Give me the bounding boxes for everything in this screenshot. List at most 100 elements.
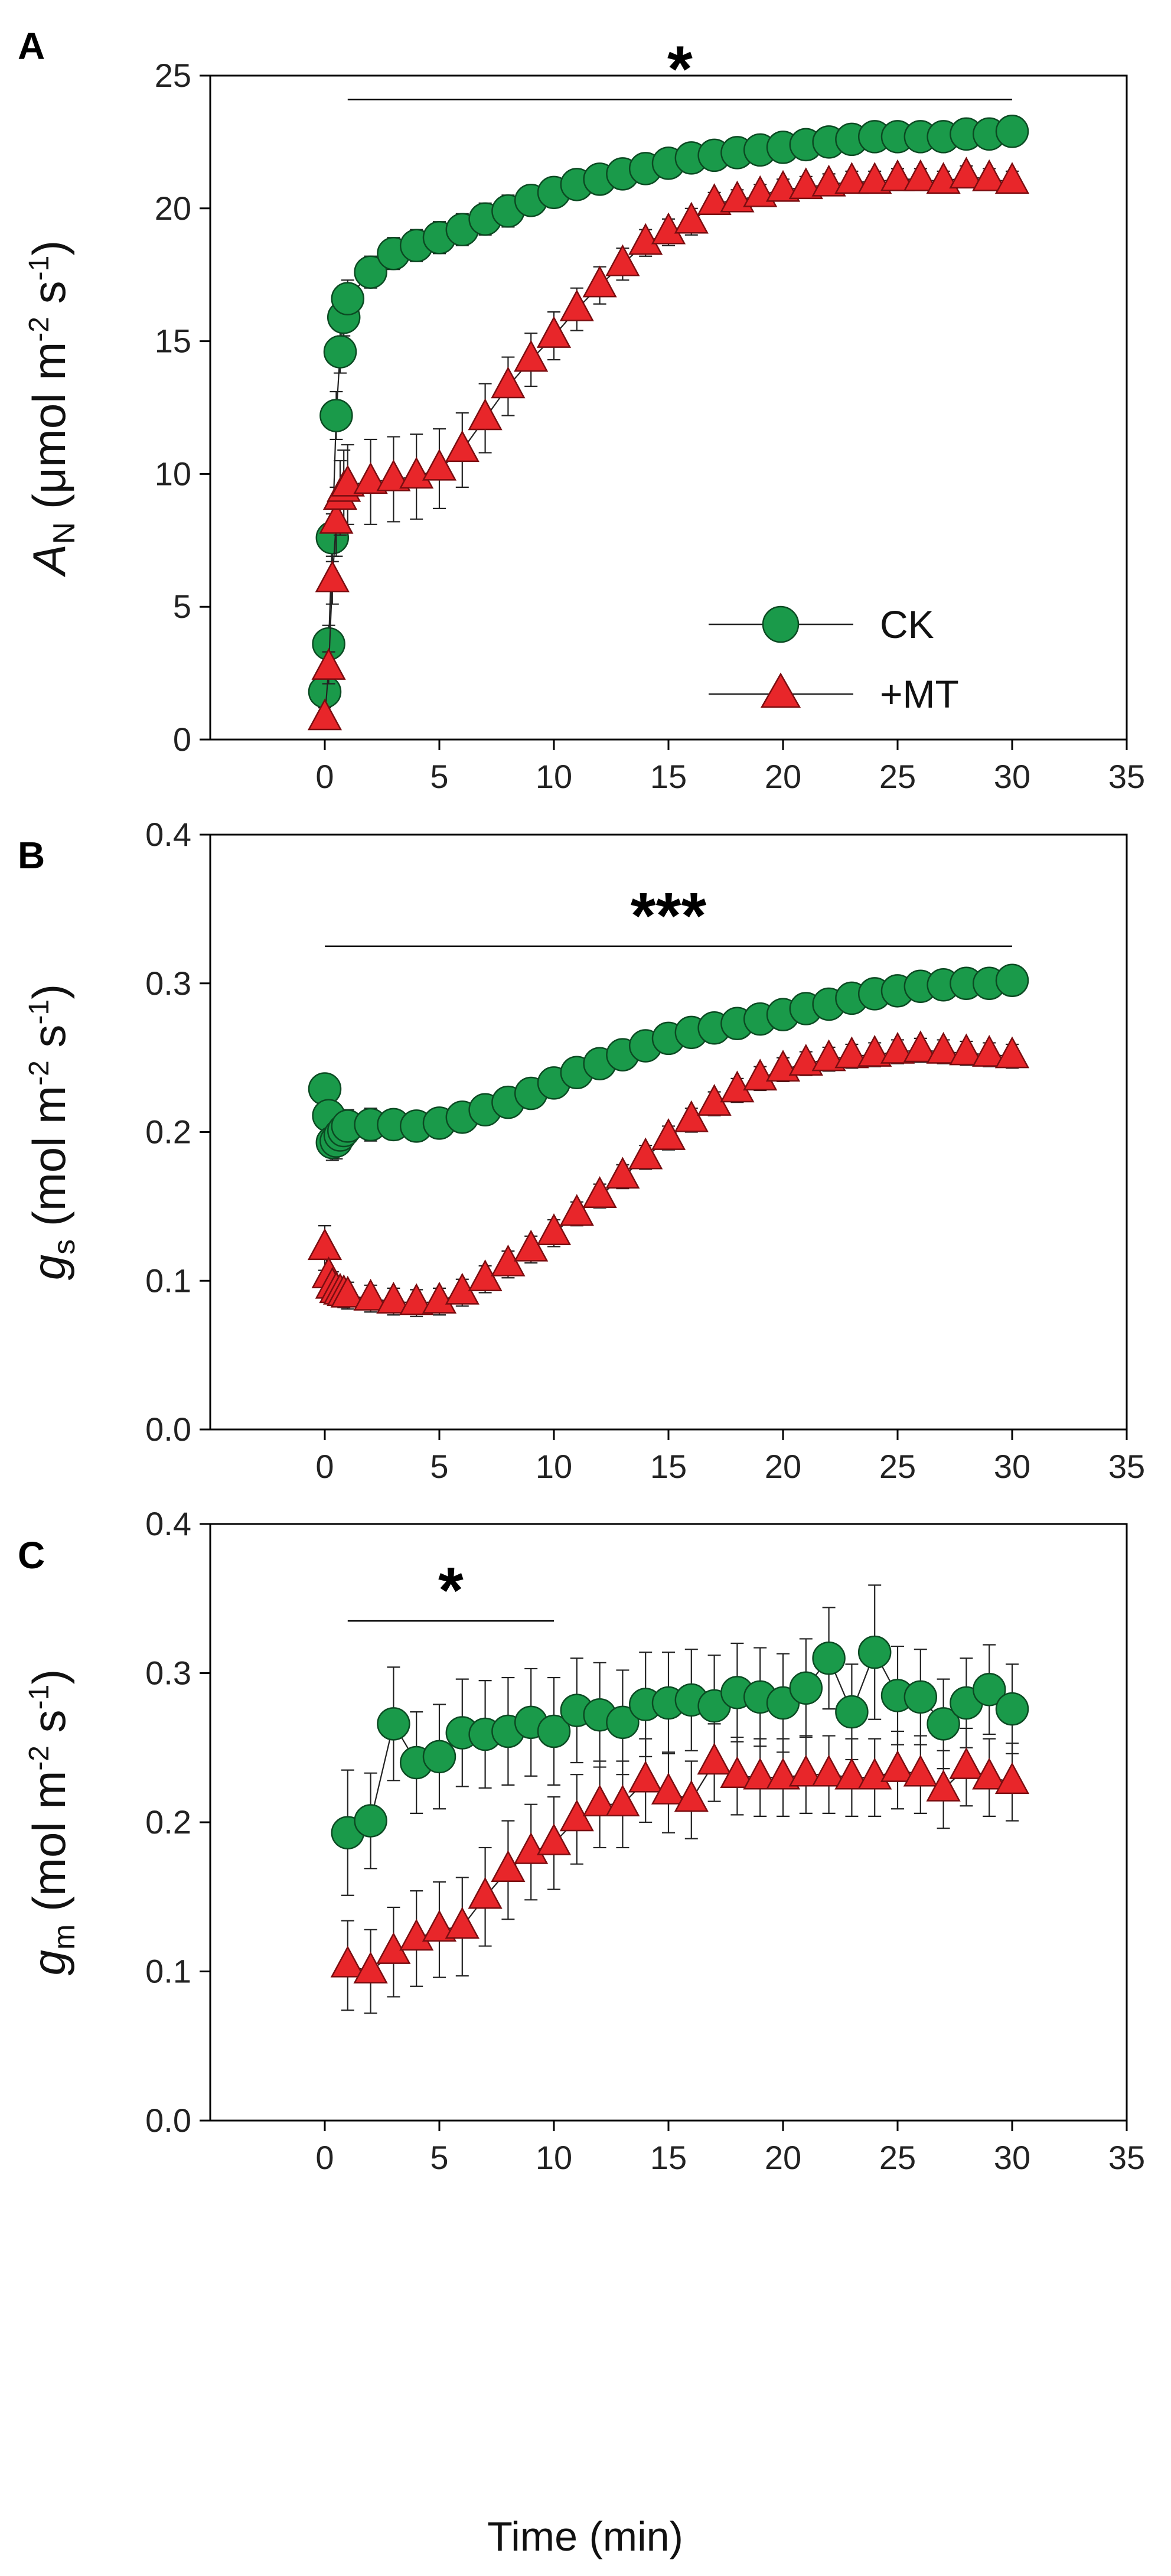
data-point xyxy=(697,183,732,216)
data-point xyxy=(354,1804,387,1838)
data-point xyxy=(536,1213,572,1245)
y-tick-label: 25 xyxy=(155,57,191,94)
data-point xyxy=(834,1036,869,1069)
x-tick-label: 15 xyxy=(650,758,687,795)
data-point xyxy=(605,1784,640,1816)
data-point xyxy=(972,1673,1006,1707)
data-point xyxy=(949,1747,984,1779)
x-tick-label: 30 xyxy=(994,758,1030,795)
data-point xyxy=(812,1642,846,1675)
data-point xyxy=(765,1757,801,1790)
data-point xyxy=(536,1823,572,1855)
x-tick-label: 15 xyxy=(650,2139,687,2176)
data-point xyxy=(319,399,353,432)
panel-letter-a: A xyxy=(18,25,45,67)
x-axis-title: Time (min) xyxy=(487,2513,683,2559)
y-tick-label: 0.4 xyxy=(145,1505,191,1542)
data-point xyxy=(514,1832,549,1864)
data-point xyxy=(331,282,365,315)
x-tick-label: 5 xyxy=(430,758,448,795)
data-point xyxy=(559,1194,594,1226)
x-tick-label: 0 xyxy=(315,2139,334,2176)
data-point xyxy=(606,1705,640,1740)
data-point xyxy=(354,255,387,289)
y-tick-label: 0.3 xyxy=(145,965,191,1002)
panel-letter-b: B xyxy=(18,834,45,877)
x-tick-label: 5 xyxy=(430,2139,448,2176)
series-ck xyxy=(331,1584,1029,1896)
data-point xyxy=(651,1118,686,1150)
y-axis-title: gs (mol m-2 s-1) xyxy=(23,984,81,1280)
data-point xyxy=(972,1757,1007,1790)
data-point xyxy=(605,244,640,276)
legend-label-ck: CK xyxy=(880,603,934,646)
data-point xyxy=(353,462,388,494)
x-tick-label: 25 xyxy=(879,2139,916,2176)
x-tick-label: 30 xyxy=(994,1448,1030,1485)
y-axis-title: AN (μmol m-2 s-1) xyxy=(23,240,81,578)
y-tick-label: 0.2 xyxy=(145,1113,191,1151)
series-mt xyxy=(307,1030,1030,1317)
data-point xyxy=(651,1772,686,1805)
data-point xyxy=(880,1750,915,1782)
panel-b: B 0.0 0.1 0.2 0.3 0.4 0 5 10 15 20 25 30 35 gs (mol m-… xyxy=(18,816,1145,1485)
data-point xyxy=(559,289,594,321)
y-axis-title: gm (mol m-2 s-1) xyxy=(23,1669,81,1976)
x-tick-label: 15 xyxy=(650,1448,687,1485)
data-point xyxy=(811,1754,846,1787)
data-point xyxy=(468,398,503,431)
data-point xyxy=(319,501,354,534)
data-point xyxy=(628,1760,663,1793)
data-point xyxy=(903,1680,938,1714)
data-point xyxy=(903,159,938,191)
x-tick-label: 10 xyxy=(536,1448,572,1485)
x-tick-label: 0 xyxy=(315,758,334,795)
data-point xyxy=(834,1757,869,1790)
data-point xyxy=(995,115,1029,148)
data-point xyxy=(834,162,869,194)
data-point xyxy=(903,1030,938,1063)
data-point xyxy=(811,164,846,197)
x-tick-label: 25 xyxy=(879,1448,916,1485)
x-tick-label: 0 xyxy=(315,1448,334,1485)
y-tick-label: 15 xyxy=(155,323,191,360)
data-point xyxy=(582,265,617,298)
x-tick-label: 20 xyxy=(765,758,801,795)
y-tick-label: 0 xyxy=(173,721,191,758)
data-point xyxy=(536,315,572,348)
data-point xyxy=(697,1743,732,1775)
data-point xyxy=(765,170,801,202)
data-point xyxy=(307,1228,343,1261)
significance-label: * xyxy=(667,32,693,105)
data-point xyxy=(376,459,411,491)
y-tick-label: 0.1 xyxy=(145,1953,191,1990)
data-point xyxy=(445,1907,480,1939)
y-tick-label: 20 xyxy=(155,190,191,227)
data-point xyxy=(927,1707,960,1741)
data-point xyxy=(880,159,915,191)
data-point xyxy=(995,963,1029,997)
data-point xyxy=(399,1919,434,1951)
data-point xyxy=(949,1033,984,1066)
legend-label-mt: +MT xyxy=(880,672,959,716)
data-point xyxy=(582,1176,617,1209)
y-tick-label: 0.0 xyxy=(145,2102,191,2139)
data-point xyxy=(835,1695,869,1729)
significance-label: * xyxy=(438,1554,464,1627)
data-point xyxy=(514,1229,549,1262)
data-point xyxy=(789,1671,823,1705)
data-point xyxy=(926,1031,961,1064)
data-point xyxy=(422,1740,456,1774)
x-tick-label: 25 xyxy=(879,758,916,795)
data-point xyxy=(994,162,1030,194)
data-point xyxy=(972,1034,1007,1067)
data-point xyxy=(949,157,984,189)
data-point xyxy=(720,1756,755,1788)
x-tick-label: 30 xyxy=(994,2139,1030,2176)
data-point xyxy=(422,1281,457,1314)
legend: CK +MT xyxy=(709,603,959,716)
data-point xyxy=(674,201,709,234)
panel-c: C 0.0 0.1 0.2 0.3 0.4 0 5 10 15 20 25 30 35 gm (mol m-… xyxy=(18,1505,1145,2176)
x-tick-label: 20 xyxy=(765,2139,801,2176)
x-tick-label: 35 xyxy=(1108,758,1145,795)
